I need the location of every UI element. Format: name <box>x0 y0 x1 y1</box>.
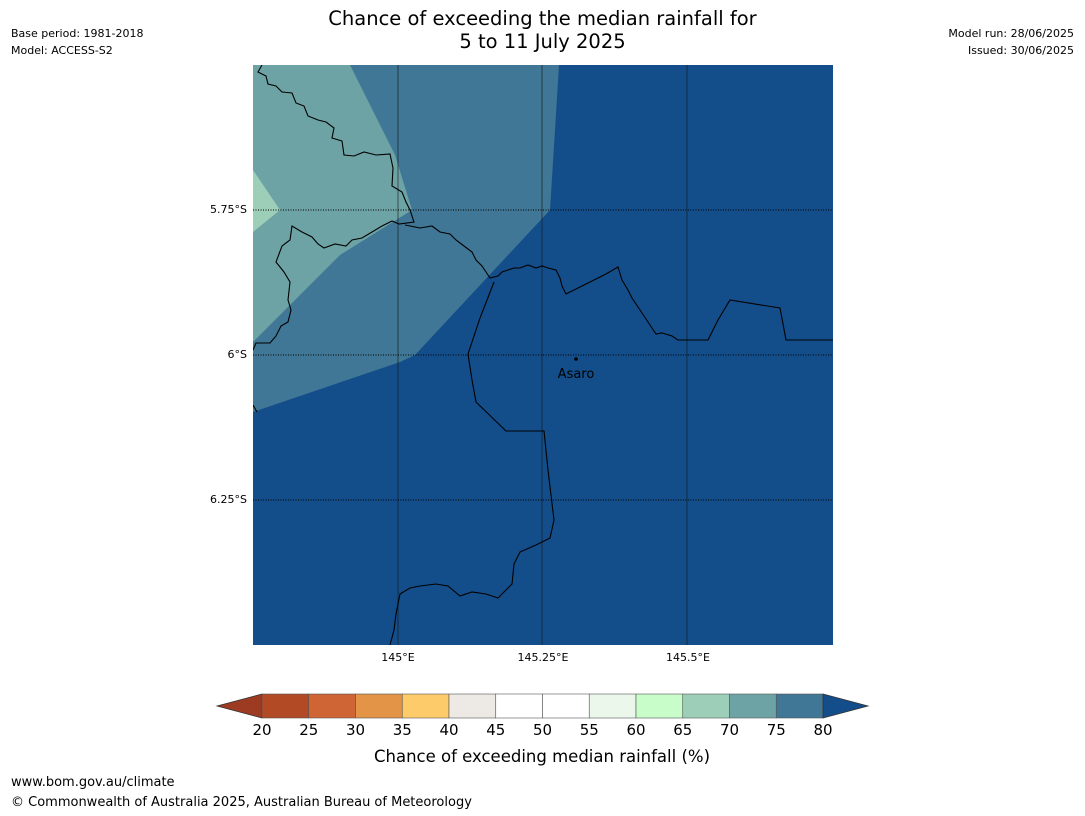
meta-right: Model run: 28/06/2025 Issued: 30/06/2025 <box>948 25 1074 59</box>
colorbar-tick-label: 45 <box>486 721 505 739</box>
model-text: Model: ACCESS-S2 <box>11 44 113 57</box>
lat-label-5-75: 5.75°S <box>210 203 247 216</box>
colorbar-label: Chance of exceeding median rainfall (%) <box>374 747 710 766</box>
lon-labels: 145°E 145.25°E 145.5°E <box>381 651 710 664</box>
province-boundaries <box>253 65 833 645</box>
footer-url: www.bom.gov.au/climate <box>11 775 175 790</box>
colorbar-tick-label: 40 <box>439 721 458 739</box>
colorbar-segment <box>729 693 777 719</box>
colorbar-segment <box>308 693 356 719</box>
zone-70-75 <box>253 65 412 342</box>
colorbar-tick-label: 55 <box>580 721 599 739</box>
asaro-point <box>574 357 578 361</box>
colorbar-segment <box>355 693 403 719</box>
colorbar-tick-label: 65 <box>673 721 692 739</box>
colorbar: 20 25 30 35 40 45 50 55 60 65 70 75 80 Chance of exc… <box>215 693 870 766</box>
asaro-marker: Asaro <box>558 357 595 382</box>
graticule <box>253 65 833 645</box>
colorbar-under-arrow <box>215 693 263 719</box>
colorbar-segment <box>448 693 497 719</box>
map-title: Chance of exceeding the median rainfall … <box>0 7 1085 53</box>
colorbar-segments <box>261 693 824 719</box>
colorbar-segment <box>775 693 824 719</box>
colorbar-tick-label: 60 <box>626 721 645 739</box>
colorbar-ticks: 20 25 30 35 40 45 50 55 60 65 70 75 80 <box>252 721 832 739</box>
colorbar-tick-label: 75 <box>767 721 786 739</box>
colorbar-segment <box>682 693 730 719</box>
lat-labels: 5.75°S 6°S 6.25°S <box>210 203 247 506</box>
zone-65-70 <box>253 170 280 232</box>
colorbar-segment <box>401 693 450 719</box>
colorbar-segment <box>635 693 684 719</box>
asaro-label: Asaro <box>558 367 595 382</box>
lat-label-6-25: 6.25°S <box>210 493 247 506</box>
colorbar-segment <box>542 693 590 719</box>
lat-label-6: 6°S <box>228 348 247 361</box>
issued-text: Issued: 30/06/2025 <box>967 44 1074 57</box>
meta-left: Base period: 1981-2018 Model: ACCESS-S2 <box>11 25 143 59</box>
model-run-text: Model run: 28/06/2025 <box>948 27 1074 40</box>
title-line-2: 5 to 11 July 2025 <box>459 30 626 53</box>
boundary-north <box>253 65 415 351</box>
colorbar-tick-label: 30 <box>346 721 365 739</box>
colorbar-tick-label: 70 <box>720 721 739 739</box>
title-line-1: Chance of exceeding the median rainfall … <box>328 7 757 30</box>
colorbar-segment <box>261 693 310 719</box>
lon-label-145-5: 145.5°E <box>666 651 710 664</box>
colorbar-tick-label: 25 <box>299 721 318 739</box>
boundary-south <box>389 281 555 645</box>
colorbar-tick-label: 20 <box>252 721 271 739</box>
boundary-west <box>253 404 258 413</box>
colorbar-tick-label: 35 <box>393 721 412 739</box>
colorbar-tick-label: 80 <box>813 721 832 739</box>
lon-label-145-25: 145.25°E <box>518 651 569 664</box>
colorbar-segment <box>588 693 637 719</box>
lon-label-145: 145°E <box>381 651 414 664</box>
base-period-text: Base period: 1981-2018 <box>11 27 144 40</box>
colorbar-segment <box>495 693 543 719</box>
colorbar-over-arrow <box>822 693 870 719</box>
colorbar-tick-label: 50 <box>533 721 552 739</box>
footer-copyright: © Commonwealth of Australia 2025, Austra… <box>11 795 472 810</box>
boundary-central <box>404 224 833 341</box>
